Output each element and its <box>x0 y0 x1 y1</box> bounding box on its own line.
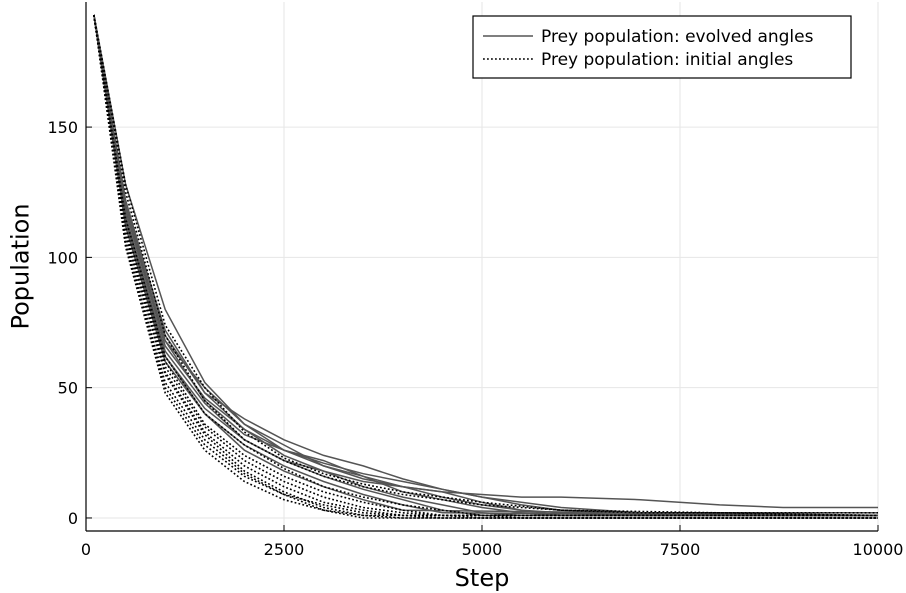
series-line-initial-17 <box>93 14 878 519</box>
series-line-evolved-8 <box>93 14 879 517</box>
series-line-initial-16 <box>93 14 878 519</box>
x-tick-label: 7500 <box>660 540 701 559</box>
tick-labels: 0 2500 5000 7500 10000 0 50 100 150 <box>47 118 903 559</box>
series-line-initial-12 <box>93 14 878 517</box>
y-tick-label: 0 <box>68 509 78 528</box>
series-line-initial-14 <box>93 14 878 519</box>
x-tick-label: 2500 <box>264 540 305 559</box>
series-line-evolved-9 <box>93 14 878 514</box>
series-line-initial-13 <box>93 14 878 517</box>
legend-label-evolved: Prey population: evolved angles <box>541 27 814 47</box>
series-line-initial-18 <box>93 14 878 519</box>
x-axis-title: Step <box>455 564 510 592</box>
series-line-evolved-7 <box>93 14 879 517</box>
legend-label-initial: Prey population: initial angles <box>541 50 793 70</box>
legend-box <box>472 15 852 79</box>
x-tick-label: 0 <box>81 540 91 559</box>
axes <box>85 2 879 532</box>
y-axis-title: Population <box>6 203 34 329</box>
x-tick-label: 10000 <box>853 540 904 559</box>
series-line-evolved-10 <box>93 14 878 517</box>
x-tick-label: 5000 <box>462 540 503 559</box>
legend: Prey population: evolved angles Prey popu… <box>472 15 852 79</box>
series-line-initial-19 <box>93 14 878 514</box>
series-lines <box>93 14 879 519</box>
y-tick-label: 50 <box>58 379 78 398</box>
series-line-initial-15 <box>93 14 878 519</box>
y-tick-label: 100 <box>47 248 78 267</box>
y-tick-label: 150 <box>47 118 78 137</box>
series-line-initial-11 <box>93 14 878 517</box>
